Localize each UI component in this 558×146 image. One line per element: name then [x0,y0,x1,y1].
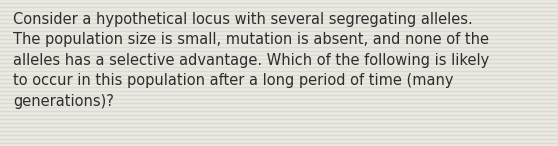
Text: Consider a hypothetical locus with several segregating alleles.
The population s: Consider a hypothetical locus with sever… [13,12,489,109]
